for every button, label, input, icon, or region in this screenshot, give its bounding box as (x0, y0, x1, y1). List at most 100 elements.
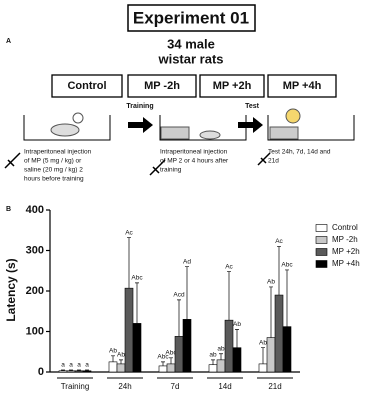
bar (174, 336, 184, 373)
bar (166, 363, 176, 373)
x-tick-label: 7d (171, 382, 180, 391)
significance-label: Ad (183, 258, 191, 265)
legend-label: Control (332, 223, 358, 232)
group-box (51, 74, 123, 98)
y-tick-label: 200 (26, 285, 44, 297)
step-text: Intraperitoneal injection (24, 149, 92, 156)
x-tick-label: 24h (118, 382, 131, 391)
step-text: 21d (268, 158, 279, 165)
x-tick-label: 21d (268, 382, 281, 391)
bar (158, 365, 168, 373)
significance-label: Ab (109, 348, 117, 355)
cage (23, 115, 111, 141)
bar (224, 319, 234, 373)
legend-swatch (315, 236, 328, 244)
significance-label: Ab (259, 339, 267, 346)
y-tick-label: 400 (26, 204, 44, 216)
legend-label: MP +4h (332, 259, 360, 268)
bar (108, 361, 118, 373)
error-bar (261, 347, 265, 364)
group-label: Control (67, 80, 106, 92)
significance-label: a (61, 362, 65, 369)
error-bar (61, 369, 65, 371)
error-bar (85, 369, 89, 371)
subtitle: 34 male (167, 36, 215, 51)
group-label: MP +2h (213, 80, 252, 92)
bar (132, 323, 142, 373)
y-axis-label: Latency (s) (4, 258, 18, 321)
significance-label: Ac (225, 263, 233, 270)
significance-label: Abc (165, 350, 177, 357)
significance-label: Ab (117, 352, 125, 359)
bar (116, 363, 126, 373)
title-box (127, 4, 256, 32)
significance-label: Ab (267, 279, 275, 286)
significance-label: ab (209, 352, 217, 359)
bar (258, 363, 268, 373)
error-bar (211, 359, 215, 365)
bar (274, 294, 284, 373)
bar (82, 370, 92, 373)
step-text: hours before training (24, 176, 84, 183)
title: Experiment 01 (133, 8, 249, 27)
bar (66, 370, 76, 373)
error-bar (77, 369, 81, 371)
bar (216, 359, 226, 373)
significance-label: ab (217, 345, 225, 352)
significance-label: Ac (275, 238, 283, 245)
step-text: of MP 2 or 4 hours after (160, 158, 229, 165)
group-box (267, 74, 337, 98)
group-box (127, 74, 197, 98)
significance-label: Ab (233, 321, 241, 328)
syringe (257, 152, 271, 166)
panel-letter: A (6, 38, 11, 45)
step-text: training (160, 167, 182, 174)
syringe (149, 159, 166, 176)
step-text: Intraperitoneal injection (160, 149, 228, 156)
significance-label: a (69, 362, 73, 369)
significance-label: a (77, 362, 81, 369)
error-bar (169, 357, 173, 364)
bar (124, 287, 134, 373)
significance-label: Abc (131, 275, 143, 282)
group-label: MP +4h (283, 80, 322, 92)
error-bar (161, 361, 165, 366)
rat-icon (199, 130, 221, 140)
error-bar (111, 355, 115, 362)
error-bar (127, 237, 131, 289)
platform (269, 126, 299, 140)
group-box (199, 74, 265, 98)
error-bar (269, 286, 273, 338)
error-bar (227, 271, 231, 321)
legend-swatch (315, 224, 328, 232)
step-text: of MP (5 mg / kg) or (24, 158, 82, 165)
significance-label: Abc (281, 262, 293, 269)
error-bar (185, 266, 189, 320)
y-tick-label: 0 (38, 366, 44, 378)
error-bar (285, 269, 289, 327)
step-text: saline (20 mg / kg) 2 (24, 167, 83, 174)
rat-icon (50, 123, 80, 137)
bar (74, 370, 84, 373)
panel-letter: B (6, 206, 11, 213)
group-label: MP -2h (144, 80, 180, 92)
error-bar (177, 299, 181, 337)
test-label: Test (245, 103, 260, 110)
arrow (128, 117, 153, 133)
thought-icon (72, 112, 84, 124)
legend-label: MP +2h (332, 247, 360, 256)
bar (208, 364, 218, 373)
significance-label: Ac (125, 229, 133, 236)
bar (266, 337, 276, 373)
error-bar (277, 246, 281, 296)
platform (160, 126, 190, 140)
bar (58, 370, 68, 373)
error-bar (119, 359, 123, 364)
bar (232, 347, 242, 373)
error-bar (69, 369, 73, 371)
legend-label: MP -2h (332, 235, 358, 244)
subtitle: wistar rats (157, 51, 223, 66)
training-label: Training (126, 103, 153, 110)
significance-label: Abc (157, 354, 169, 361)
y-tick-label: 300 (26, 244, 44, 256)
